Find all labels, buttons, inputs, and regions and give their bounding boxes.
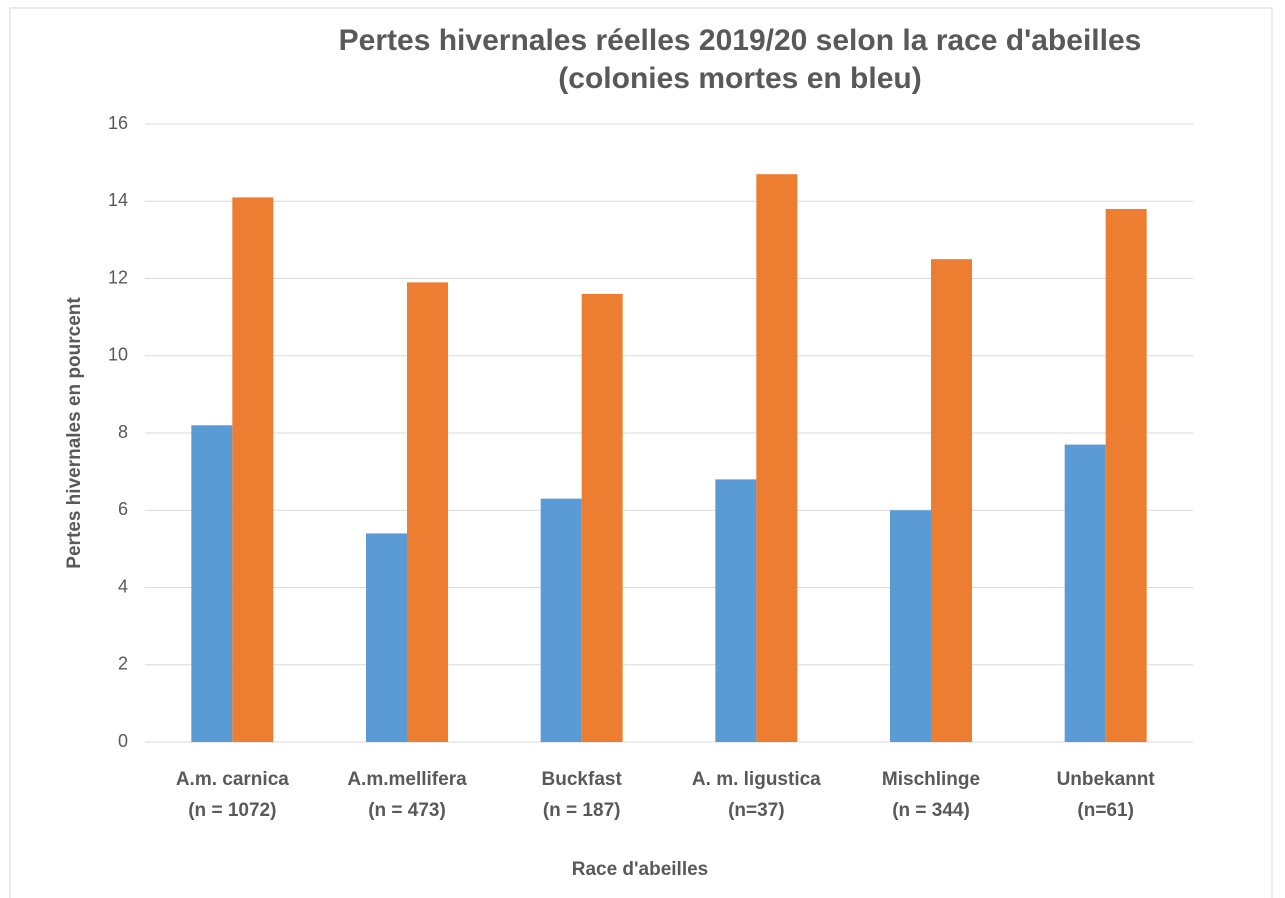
y-tick-label: 10 (108, 345, 128, 365)
x-tick-label: (n = 344) (892, 800, 970, 821)
x-tick-label: A.m. carnica (176, 769, 289, 790)
y-tick-label: 8 (118, 422, 128, 442)
bar (931, 259, 972, 742)
x-tick-label: (n = 473) (368, 800, 446, 821)
bar (366, 533, 407, 742)
x-tick-label: (n = 187) (543, 800, 621, 821)
bar (407, 282, 448, 742)
bar (756, 174, 798, 742)
y-tick-label: 16 (108, 113, 128, 133)
chart-title: (colonies mortes en bleu) (558, 62, 921, 95)
y-axis-title: Pertes hivernales en pourcent (64, 297, 85, 569)
chart-title: Pertes hivernales réelles 2019/20 selon … (339, 24, 1142, 57)
bar (715, 479, 757, 742)
y-tick-label: 0 (118, 731, 128, 751)
bar (540, 498, 582, 742)
y-tick-label: 2 (118, 654, 128, 674)
x-tick-label: Unbekannt (1057, 769, 1156, 790)
bar (1105, 208, 1147, 743)
x-tick-label: Buckfast (542, 769, 623, 790)
y-tick-label: 12 (108, 267, 128, 287)
x-tick-label: (n=37) (728, 800, 785, 821)
bar (890, 510, 931, 742)
x-tick-label: (n = 1072) (188, 800, 276, 821)
x-tick-label: (n=61) (1077, 800, 1134, 821)
y-tick-label: 6 (118, 499, 128, 519)
y-tick-label: 4 (118, 576, 128, 596)
bar (1064, 444, 1106, 742)
bar (191, 425, 233, 742)
y-tick-label: 14 (108, 190, 128, 210)
x-tick-label: A. m. ligustica (692, 769, 821, 790)
bar (581, 293, 623, 742)
x-tick-label: A.m.mellifera (347, 769, 467, 790)
x-tick-label: Mischlinge (882, 769, 980, 790)
bar (232, 197, 274, 742)
x-axis-title: Race d'abeilles (572, 859, 709, 880)
